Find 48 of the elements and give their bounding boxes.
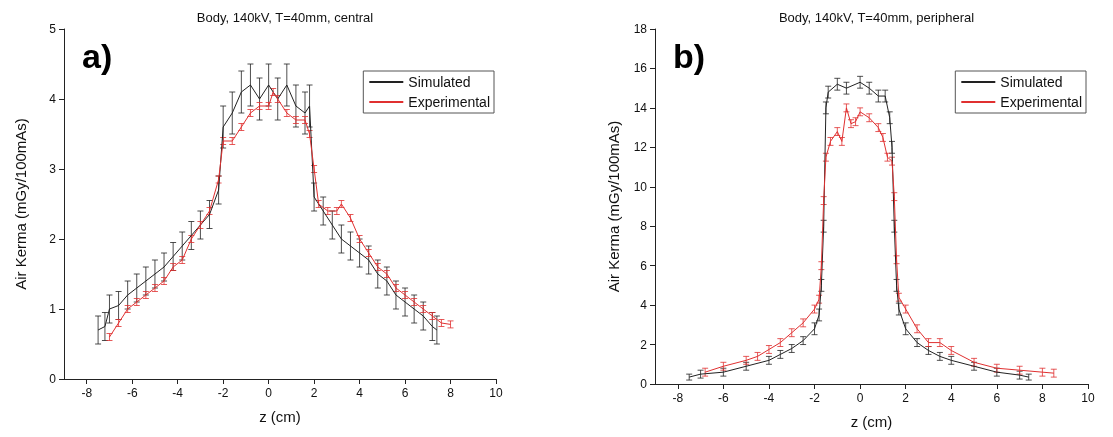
y-tick-label: 1 (49, 302, 57, 316)
x-tick-label: -4 (763, 391, 775, 405)
x-tick-label: 10 (1081, 391, 1095, 405)
y-tick-label: 0 (49, 372, 57, 386)
y-tick-label: 4 (49, 92, 57, 106)
y-tick-label: 10 (633, 179, 648, 194)
y-tick-label: 16 (633, 61, 648, 76)
y-tick-label: 8 (640, 219, 648, 234)
x-axis-title: z (cm) (850, 413, 893, 430)
x-tick-label: 8 (447, 386, 455, 400)
x-tick-label: 0 (856, 391, 864, 405)
x-tick-label: -2 (809, 391, 821, 405)
y-tick-label: 14 (633, 100, 648, 115)
y-tick-label: 6 (640, 258, 648, 273)
x-tick-label: -6 (718, 391, 730, 405)
y-axis-title: Air Kerma (mGy/100mAs) (605, 120, 622, 293)
y-tick-label: 2 (49, 232, 57, 246)
y-tick-label: 18 (633, 22, 648, 36)
x-tick-label: 6 (401, 386, 409, 400)
x-tick-label: -6 (126, 386, 138, 400)
y-tick-label: 0 (640, 377, 648, 391)
chart-title: Body, 140kV, T=40mm, central (196, 10, 374, 25)
legend-label: Simulated (408, 74, 471, 90)
x-tick-label: 0 (265, 386, 273, 400)
y-tick-label: 12 (633, 140, 648, 155)
x-tick-label: 2 (310, 386, 318, 400)
y-axis-title: Air Kerma (mGy/100mAs) (12, 118, 29, 290)
x-tick-label: 2 (902, 391, 910, 405)
annotation: b) (673, 37, 706, 75)
y-tick-label: 2 (640, 337, 648, 352)
y-tick-label: 4 (640, 298, 648, 313)
y-tick-label: 3 (49, 162, 57, 176)
x-tick-label: 8 (1039, 391, 1047, 405)
legend-label: Experimental (408, 94, 490, 110)
x-tick-label: 10 (489, 386, 503, 400)
legend-label: Simulated (1000, 74, 1063, 90)
annotation: a) (82, 37, 113, 75)
x-tick-label: -2 (217, 386, 229, 400)
x-tick-label: -4 (172, 386, 184, 400)
x-tick-label: -8 (672, 391, 684, 405)
y-tick-label: 5 (49, 22, 57, 36)
legend-label: Experimental (1000, 94, 1082, 110)
x-tick-label: -8 (81, 386, 93, 400)
x-axis-title: z (cm) (259, 408, 301, 425)
x-tick-label: 4 (356, 386, 364, 400)
x-tick-label: 6 (993, 391, 1001, 405)
x-tick-label: 4 (947, 391, 955, 405)
chart-title: Body, 140kV, T=40mm, peripheral (778, 10, 975, 25)
